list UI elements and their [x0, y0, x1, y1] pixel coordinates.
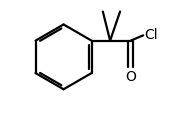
Text: O: O: [125, 70, 136, 84]
Text: Cl: Cl: [145, 28, 158, 42]
